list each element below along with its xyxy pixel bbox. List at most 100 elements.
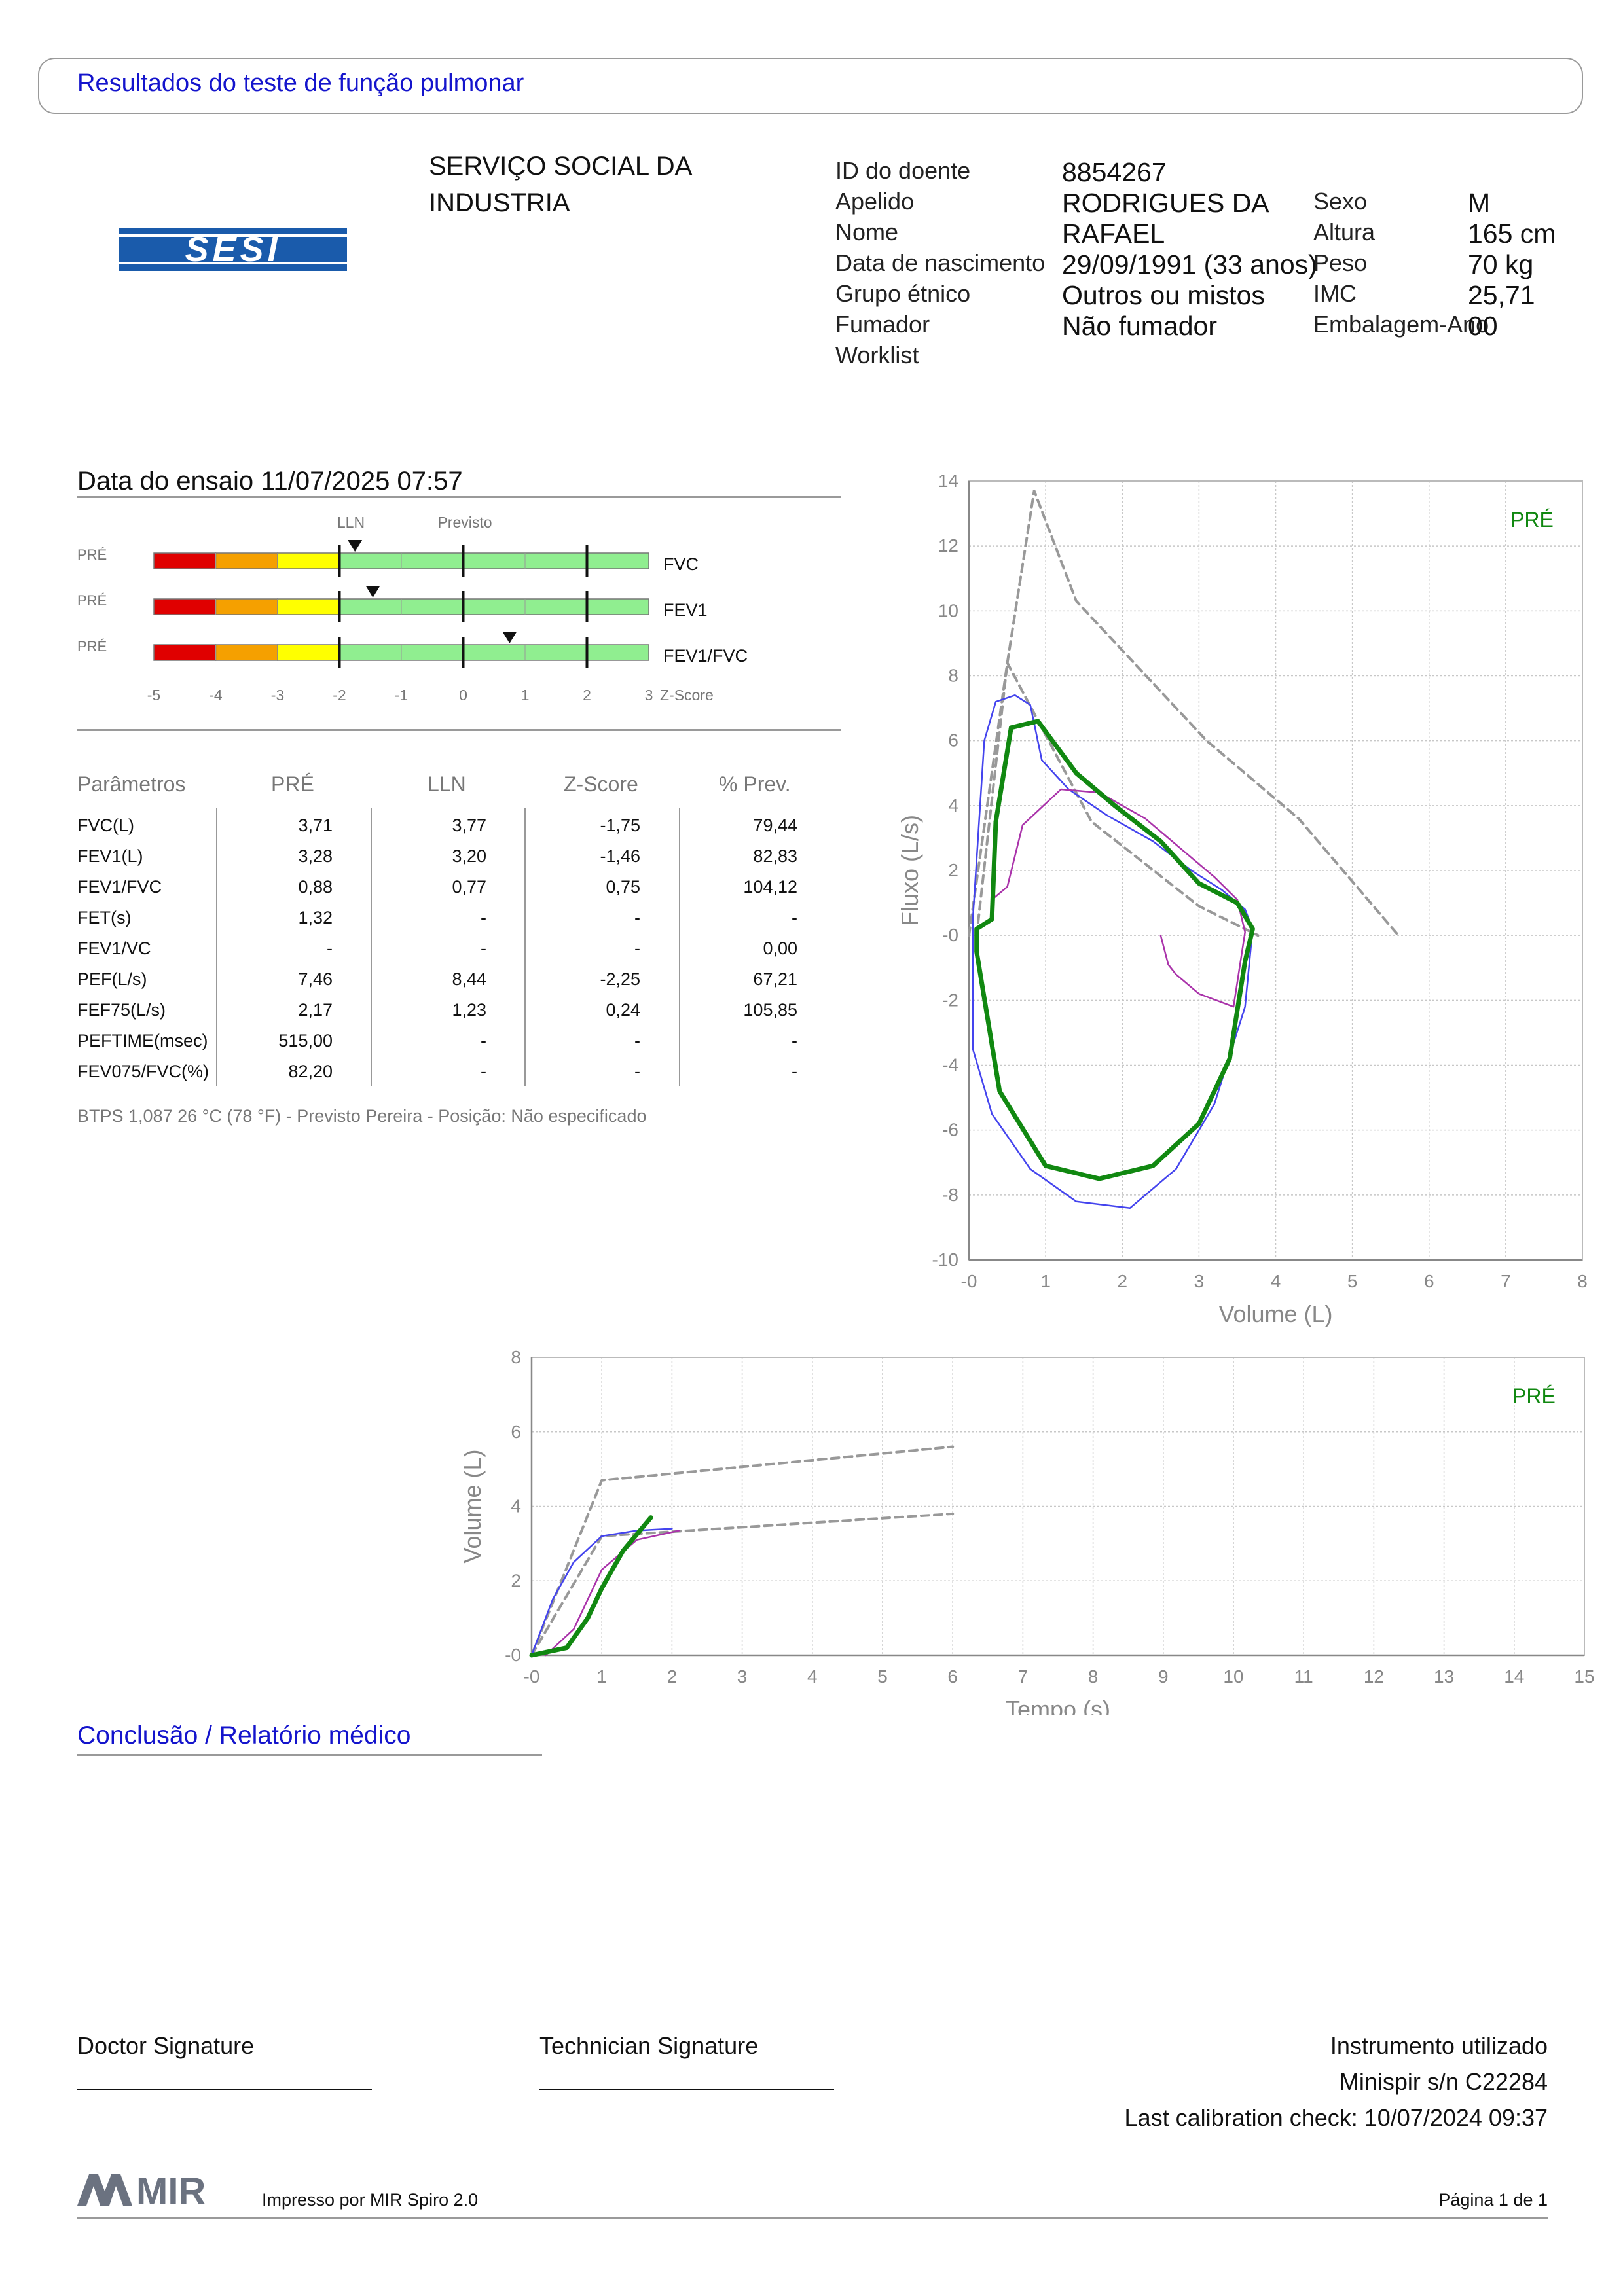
organization-name: SERVIÇO SOCIAL DA INDUSTRIA xyxy=(429,152,693,217)
zscore-row-tag: PRÉ xyxy=(77,592,107,609)
series-line-0 xyxy=(530,1445,955,1657)
y-tick-label: 2 xyxy=(948,860,958,880)
y-tick-label: 4 xyxy=(511,1496,521,1516)
param-value-cell: - xyxy=(792,1031,797,1050)
predicted-label: Previsto xyxy=(437,514,492,531)
x-tick-label: 7 xyxy=(1018,1666,1029,1687)
x-tick-label: -0 xyxy=(961,1271,977,1291)
x-axis-title: Volume (L) xyxy=(1218,1300,1332,1327)
series-line-2 xyxy=(972,694,1254,1209)
zscore-tick: -5 xyxy=(147,687,160,704)
patient-id-value: 8854267 xyxy=(1062,157,1167,187)
report-title: Resultados do teste de função pulmonar xyxy=(77,69,524,97)
series-line-1 xyxy=(968,661,1260,937)
param-name-cell: PEFTIME(msec) xyxy=(77,1031,208,1050)
zscore-tick: 2 xyxy=(583,687,591,704)
dob-value: 29/09/1991 (33 anos) xyxy=(1062,249,1317,279)
series-line-3 xyxy=(991,788,1246,1008)
divider xyxy=(77,1754,542,1756)
name-value: RAFAEL xyxy=(1062,219,1165,249)
zscore-tick: -1 xyxy=(395,687,408,704)
y-tick-label: -0 xyxy=(505,1645,521,1665)
zscore-band xyxy=(277,598,340,615)
x-tick-label: 1 xyxy=(596,1666,607,1687)
x-tick-label: 3 xyxy=(737,1666,748,1687)
param-value-cell: 82,20 xyxy=(288,1062,333,1081)
param-value-cell: -2,25 xyxy=(600,969,640,989)
param-value-cell: - xyxy=(792,1062,797,1081)
technician-signature-line xyxy=(539,2089,834,2090)
series-line-3 xyxy=(545,1530,680,1657)
param-value-cell: - xyxy=(634,908,640,927)
weight-value: 70 kg xyxy=(1468,249,1534,279)
x-tick-label: 5 xyxy=(1347,1271,1358,1291)
y-tick-label: -0 xyxy=(942,925,958,945)
col-header-lln: LLN xyxy=(428,772,466,796)
zscore-panel: LLN Previsto PRÉ FVC PRÉ FEV1 PRÉ FEV1/FVC -5… xyxy=(77,514,748,704)
worklist-label: Worklist xyxy=(835,342,919,368)
param-value-cell: 7,46 xyxy=(298,969,333,989)
param-value-cell: 3,77 xyxy=(452,816,486,835)
instrument-device: Minispir s/n C22284 xyxy=(1339,2068,1548,2095)
zscore-tick: 0 xyxy=(459,687,467,704)
zscore-band xyxy=(338,644,649,661)
zscore-row-label: FEV1/FVC xyxy=(663,646,748,666)
param-value-cell: 105,85 xyxy=(743,1000,797,1020)
x-tick-label: 11 xyxy=(1294,1666,1313,1687)
zscore-band xyxy=(338,552,649,569)
y-tick-label: 2 xyxy=(511,1570,521,1590)
zscore-band xyxy=(215,552,278,569)
svg-text:SESI: SESI xyxy=(185,230,281,269)
footer-divider xyxy=(77,2217,1548,2219)
zscore-band xyxy=(153,552,217,569)
zscore-band xyxy=(153,598,217,615)
flow-volume-chart: -0 1 2 3 4 5 6 7 8-10-8-6-4-2-02468101214Volume … xyxy=(896,471,1588,1327)
param-value-cell: 104,12 xyxy=(743,877,797,897)
zscore-band xyxy=(215,644,278,661)
zscore-tick: 1 xyxy=(521,687,530,704)
zscore-band xyxy=(338,598,649,615)
zscore-tick: -2 xyxy=(333,687,346,704)
param-name-cell: FET(s) xyxy=(77,908,132,927)
divider xyxy=(77,496,841,498)
packyears-value: 00 xyxy=(1468,311,1498,341)
param-name-cell: FEV1(L) xyxy=(77,846,143,866)
sex-value: M xyxy=(1468,188,1491,218)
name-label: Nome xyxy=(835,219,899,245)
param-value-cell: 0,88 xyxy=(298,877,333,897)
test-date: Data do ensaio 11/07/2025 07:57 xyxy=(77,467,463,495)
y-axis-title: Volume (L) xyxy=(459,1449,486,1563)
sex-label: Sexo xyxy=(1313,188,1368,215)
y-tick-label: 10 xyxy=(938,600,958,620)
param-value-cell: 3,28 xyxy=(298,846,333,866)
series-line-4 xyxy=(974,719,1255,1181)
y-tick-label: -10 xyxy=(932,1249,958,1270)
param-value-cell: 82,83 xyxy=(753,846,797,866)
param-value-cell: 0,77 xyxy=(452,877,486,897)
surname-label: Apelido xyxy=(835,188,915,215)
calibration-check: Last calibration check: 10/07/2024 09:37 xyxy=(1124,2104,1548,2131)
x-tick-label: 12 xyxy=(1364,1666,1384,1687)
param-value-cell: - xyxy=(634,1031,640,1050)
x-tick-label: 7 xyxy=(1501,1271,1511,1291)
y-tick-label: -6 xyxy=(942,1120,958,1140)
x-tick-label: -0 xyxy=(524,1666,540,1687)
weight-label: Peso xyxy=(1313,249,1368,276)
param-value-cell: 0,24 xyxy=(606,1000,640,1020)
chart-annotation: PRÉ xyxy=(1510,508,1554,531)
instrument-label: Instrumento utilizado xyxy=(1330,2032,1548,2059)
y-tick-label: 6 xyxy=(511,1422,521,1442)
zscore-tick: 3 xyxy=(645,687,653,704)
param-value-cell: 3,20 xyxy=(452,846,486,866)
param-value-cell: -1,75 xyxy=(600,816,640,835)
param-value-cell: 8,44 xyxy=(452,969,486,989)
patient-id-label: ID do doente xyxy=(835,157,971,184)
param-value-cell: -1,46 xyxy=(600,846,640,866)
param-name-cell: FEV1/VC xyxy=(77,939,151,958)
zscore-band xyxy=(277,644,340,661)
ethnic-label: Grupo étnico xyxy=(835,280,971,307)
param-name-cell: FEV075/FVC(%) xyxy=(77,1062,210,1081)
param-value-cell: - xyxy=(481,939,486,958)
zscore-row-tag: PRÉ xyxy=(77,638,107,655)
param-value-cell: 515,00 xyxy=(278,1031,333,1050)
